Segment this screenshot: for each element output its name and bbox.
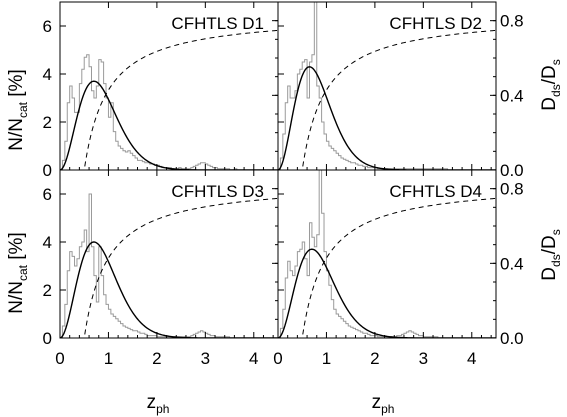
y-left-tick-label: 0 — [43, 329, 52, 348]
right-ylabel-main: D — [539, 267, 560, 281]
left-ylabel-main: N/N — [6, 281, 27, 314]
left-ylabel-top: N/Ncat [%] — [6, 69, 30, 150]
x-tick-label: 2 — [370, 349, 379, 368]
x-tick-label: 2 — [152, 349, 161, 368]
y-right-tick-label: 0.0 — [500, 329, 524, 348]
y-left-tick-label: 2 — [43, 113, 52, 132]
right-ylabel-mid: /D — [539, 235, 560, 254]
panel-cfhtls-d2: 0.0 0.4 0.8 CFHTLS D2 — [277, 1, 524, 180]
left-ylabel-main: N/N — [6, 118, 27, 151]
panel-title: CFHTLS D1 — [171, 14, 264, 33]
dds-ds-series — [302, 197, 496, 335]
y-left-tick-label: 2 — [43, 281, 52, 300]
smooth-fit-series — [278, 66, 496, 170]
xlabel-main: z — [372, 392, 382, 413]
y-right-tick-label: 0.4 — [500, 86, 524, 105]
dds-ds-series — [84, 197, 278, 335]
y-left-tick-label: 4 — [43, 65, 52, 84]
panel-title: CFHTLS D3 — [171, 182, 264, 201]
x-tick-label: 4 — [249, 349, 258, 368]
histogram-series — [60, 193, 278, 338]
xlabel-left: zph — [147, 392, 170, 416]
left-ylabel-bottom: N/Ncat [%] — [6, 232, 30, 313]
histogram-series — [278, 170, 496, 338]
right-ylabel-mid: /D — [539, 65, 560, 84]
x-tick-label: 0 — [55, 349, 64, 368]
panel-cfhtls-d4: 0 1 2 3 4 0.0 0.4 0.8 CFHTLS D4 — [273, 169, 524, 368]
left-ylabel-sub: cat — [16, 101, 30, 118]
xlabel-sub: ph — [156, 402, 169, 416]
right-ylabel-bottom: Dds/Ds — [539, 229, 563, 280]
panel-cfhtls-d1: 0 2 4 6 CFHTLS D1 — [43, 1, 279, 180]
right-ylabel-sub2: s — [549, 59, 563, 65]
left-ylabel-sub: cat — [16, 264, 30, 281]
x-tick-label: 1 — [322, 349, 331, 368]
panel-frame — [277, 169, 497, 339]
xlabel-main: z — [147, 392, 157, 413]
x-tick-label: 4 — [467, 349, 476, 368]
left-ylabel-tail: [%] — [6, 232, 27, 265]
x-tick-label: 0 — [273, 349, 282, 368]
y-right-tick-label: 0.0 — [500, 161, 524, 180]
smooth-fit-series — [60, 80, 278, 170]
smooth-fit-series — [278, 248, 496, 338]
y-left-tick-label: 0 — [43, 161, 52, 180]
left-ylabel-tail: [%] — [6, 69, 27, 102]
y-left-tick-label: 4 — [43, 233, 52, 252]
dds-ds-series — [84, 29, 278, 167]
histogram-series — [278, 2, 496, 170]
smooth-fit-series — [60, 241, 278, 338]
histogram-series — [60, 54, 278, 170]
y-left-tick-label: 6 — [43, 185, 52, 204]
x-tick-label: 1 — [104, 349, 113, 368]
dds-ds-series — [302, 29, 496, 167]
right-ylabel-sub2: s — [549, 229, 563, 235]
x-tick-label: 3 — [419, 349, 428, 368]
y-right-tick-label: 0.8 — [500, 12, 524, 31]
panel-title: CFHTLS D2 — [389, 14, 482, 33]
y-right-tick-label: 0.4 — [500, 254, 524, 273]
y-right-tick-label: 0.8 — [500, 180, 524, 199]
panel-title: CFHTLS D4 — [389, 182, 482, 201]
right-ylabel-top: Dds/Ds — [539, 59, 563, 110]
right-ylabel-sub1: ds — [549, 84, 563, 97]
x-tick-label: 3 — [201, 349, 210, 368]
xlabel-right: zph — [372, 392, 395, 416]
right-ylabel-sub1: ds — [549, 254, 563, 267]
right-ylabel-main: D — [539, 97, 560, 111]
xlabel-sub: ph — [381, 402, 394, 416]
y-left-tick-label: 6 — [43, 17, 52, 36]
